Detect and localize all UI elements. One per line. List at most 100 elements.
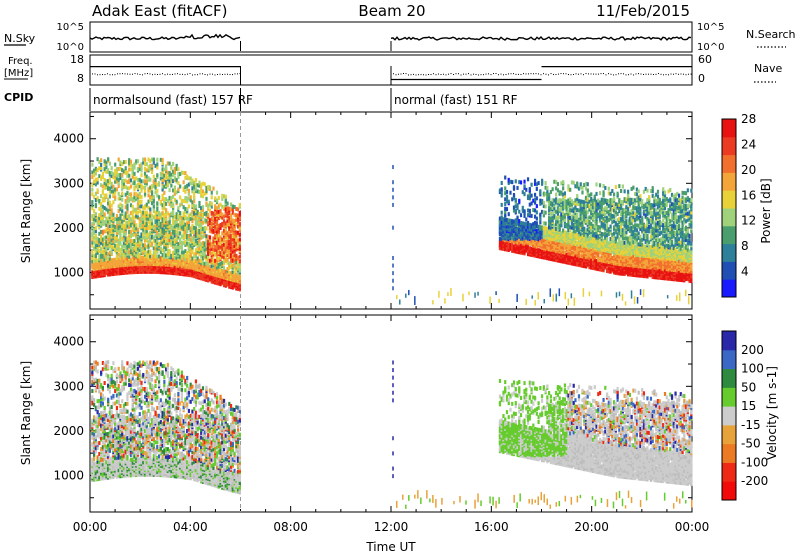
power-cell xyxy=(205,185,208,190)
power-cell xyxy=(549,189,552,194)
power-cell xyxy=(138,223,141,228)
power-cell xyxy=(205,234,208,239)
power-cell xyxy=(108,189,112,194)
power-cell xyxy=(191,250,194,255)
power-cell xyxy=(544,244,547,249)
power-cell xyxy=(187,196,191,201)
nave-point xyxy=(227,73,228,75)
power-cell xyxy=(540,237,544,242)
nave-point xyxy=(520,73,522,75)
power-cell xyxy=(191,209,194,214)
power-cell xyxy=(103,185,106,190)
power-cell xyxy=(126,180,129,185)
nave-point xyxy=(194,74,196,76)
power-cell xyxy=(184,239,187,244)
power-cell xyxy=(117,224,120,229)
power-cell xyxy=(156,230,159,235)
power-cell xyxy=(560,220,563,225)
nave-point xyxy=(608,73,609,75)
power-cell xyxy=(231,221,234,226)
power-cell xyxy=(150,254,154,259)
nave-point xyxy=(663,74,664,76)
power-cell xyxy=(173,255,176,260)
power-cell xyxy=(133,251,136,256)
power-cell xyxy=(110,216,113,221)
power-cell xyxy=(179,220,182,225)
power-cell xyxy=(140,255,143,260)
power-cell xyxy=(558,215,561,220)
power-cell xyxy=(175,177,178,182)
power-cell xyxy=(136,215,140,220)
power-cell xyxy=(115,173,119,178)
power-cell xyxy=(143,213,147,218)
nave-point xyxy=(119,73,121,75)
power-cell xyxy=(164,197,168,202)
power-cell xyxy=(163,197,166,202)
power-cell xyxy=(539,217,542,222)
power-cell xyxy=(156,221,159,226)
power-cell xyxy=(170,177,173,182)
power-colorbar-tick: 28 xyxy=(741,112,756,126)
power-cell xyxy=(94,197,97,202)
power-colorbar-swatch xyxy=(722,136,736,156)
power-cell xyxy=(154,215,157,220)
power-cell xyxy=(224,258,227,263)
power-cell xyxy=(168,195,171,200)
power-cell xyxy=(159,157,162,162)
power-cell xyxy=(555,192,558,197)
power-cell xyxy=(182,250,185,255)
power-cell xyxy=(112,223,115,228)
power-cell xyxy=(138,240,141,245)
power-cell xyxy=(152,204,155,209)
power-cell xyxy=(565,252,568,257)
power-cell xyxy=(549,250,552,255)
power-cell xyxy=(172,172,175,177)
power-cell xyxy=(114,257,117,262)
power-cell xyxy=(98,160,101,165)
power-cell xyxy=(126,195,129,200)
nave-point xyxy=(640,73,642,75)
nave-point xyxy=(222,74,223,76)
power-cell xyxy=(518,209,521,214)
power-cell xyxy=(177,223,180,228)
power-cell xyxy=(200,227,203,232)
power-cell xyxy=(511,180,514,185)
power-cell xyxy=(121,247,124,252)
power-cell xyxy=(175,215,178,220)
power-cell xyxy=(119,241,122,246)
power-cell xyxy=(98,220,101,225)
power-cell xyxy=(124,220,127,225)
power-cell xyxy=(207,234,210,239)
power-cell xyxy=(504,206,507,211)
power-cell xyxy=(121,244,124,249)
power-cell xyxy=(143,243,147,248)
power-cell xyxy=(238,273,241,278)
power-cell xyxy=(117,216,120,221)
power-cell xyxy=(179,254,182,259)
power-cell xyxy=(229,243,233,248)
power-cell xyxy=(175,212,178,217)
power-cell xyxy=(231,210,234,215)
power-cell xyxy=(201,208,205,213)
power-cell xyxy=(562,242,565,247)
power-cell xyxy=(577,217,581,222)
power-cell xyxy=(500,215,503,220)
power-cell xyxy=(523,192,526,197)
power-cell xyxy=(546,189,549,194)
power-cell xyxy=(108,256,112,261)
power-cell xyxy=(514,247,517,252)
power-cell xyxy=(525,217,528,222)
power-cell xyxy=(549,200,552,205)
power-cell xyxy=(143,251,147,256)
power-cell xyxy=(128,250,131,255)
power-cell xyxy=(191,189,194,194)
nave-point xyxy=(395,74,397,76)
power-cell xyxy=(569,242,572,247)
power-cell xyxy=(504,202,507,207)
freq-label-line2: [MHz] xyxy=(4,68,33,79)
power-cell xyxy=(540,252,544,257)
power-cell xyxy=(147,224,150,229)
power-cell xyxy=(140,221,143,226)
power-cell xyxy=(108,211,112,216)
power-cell xyxy=(193,194,196,199)
